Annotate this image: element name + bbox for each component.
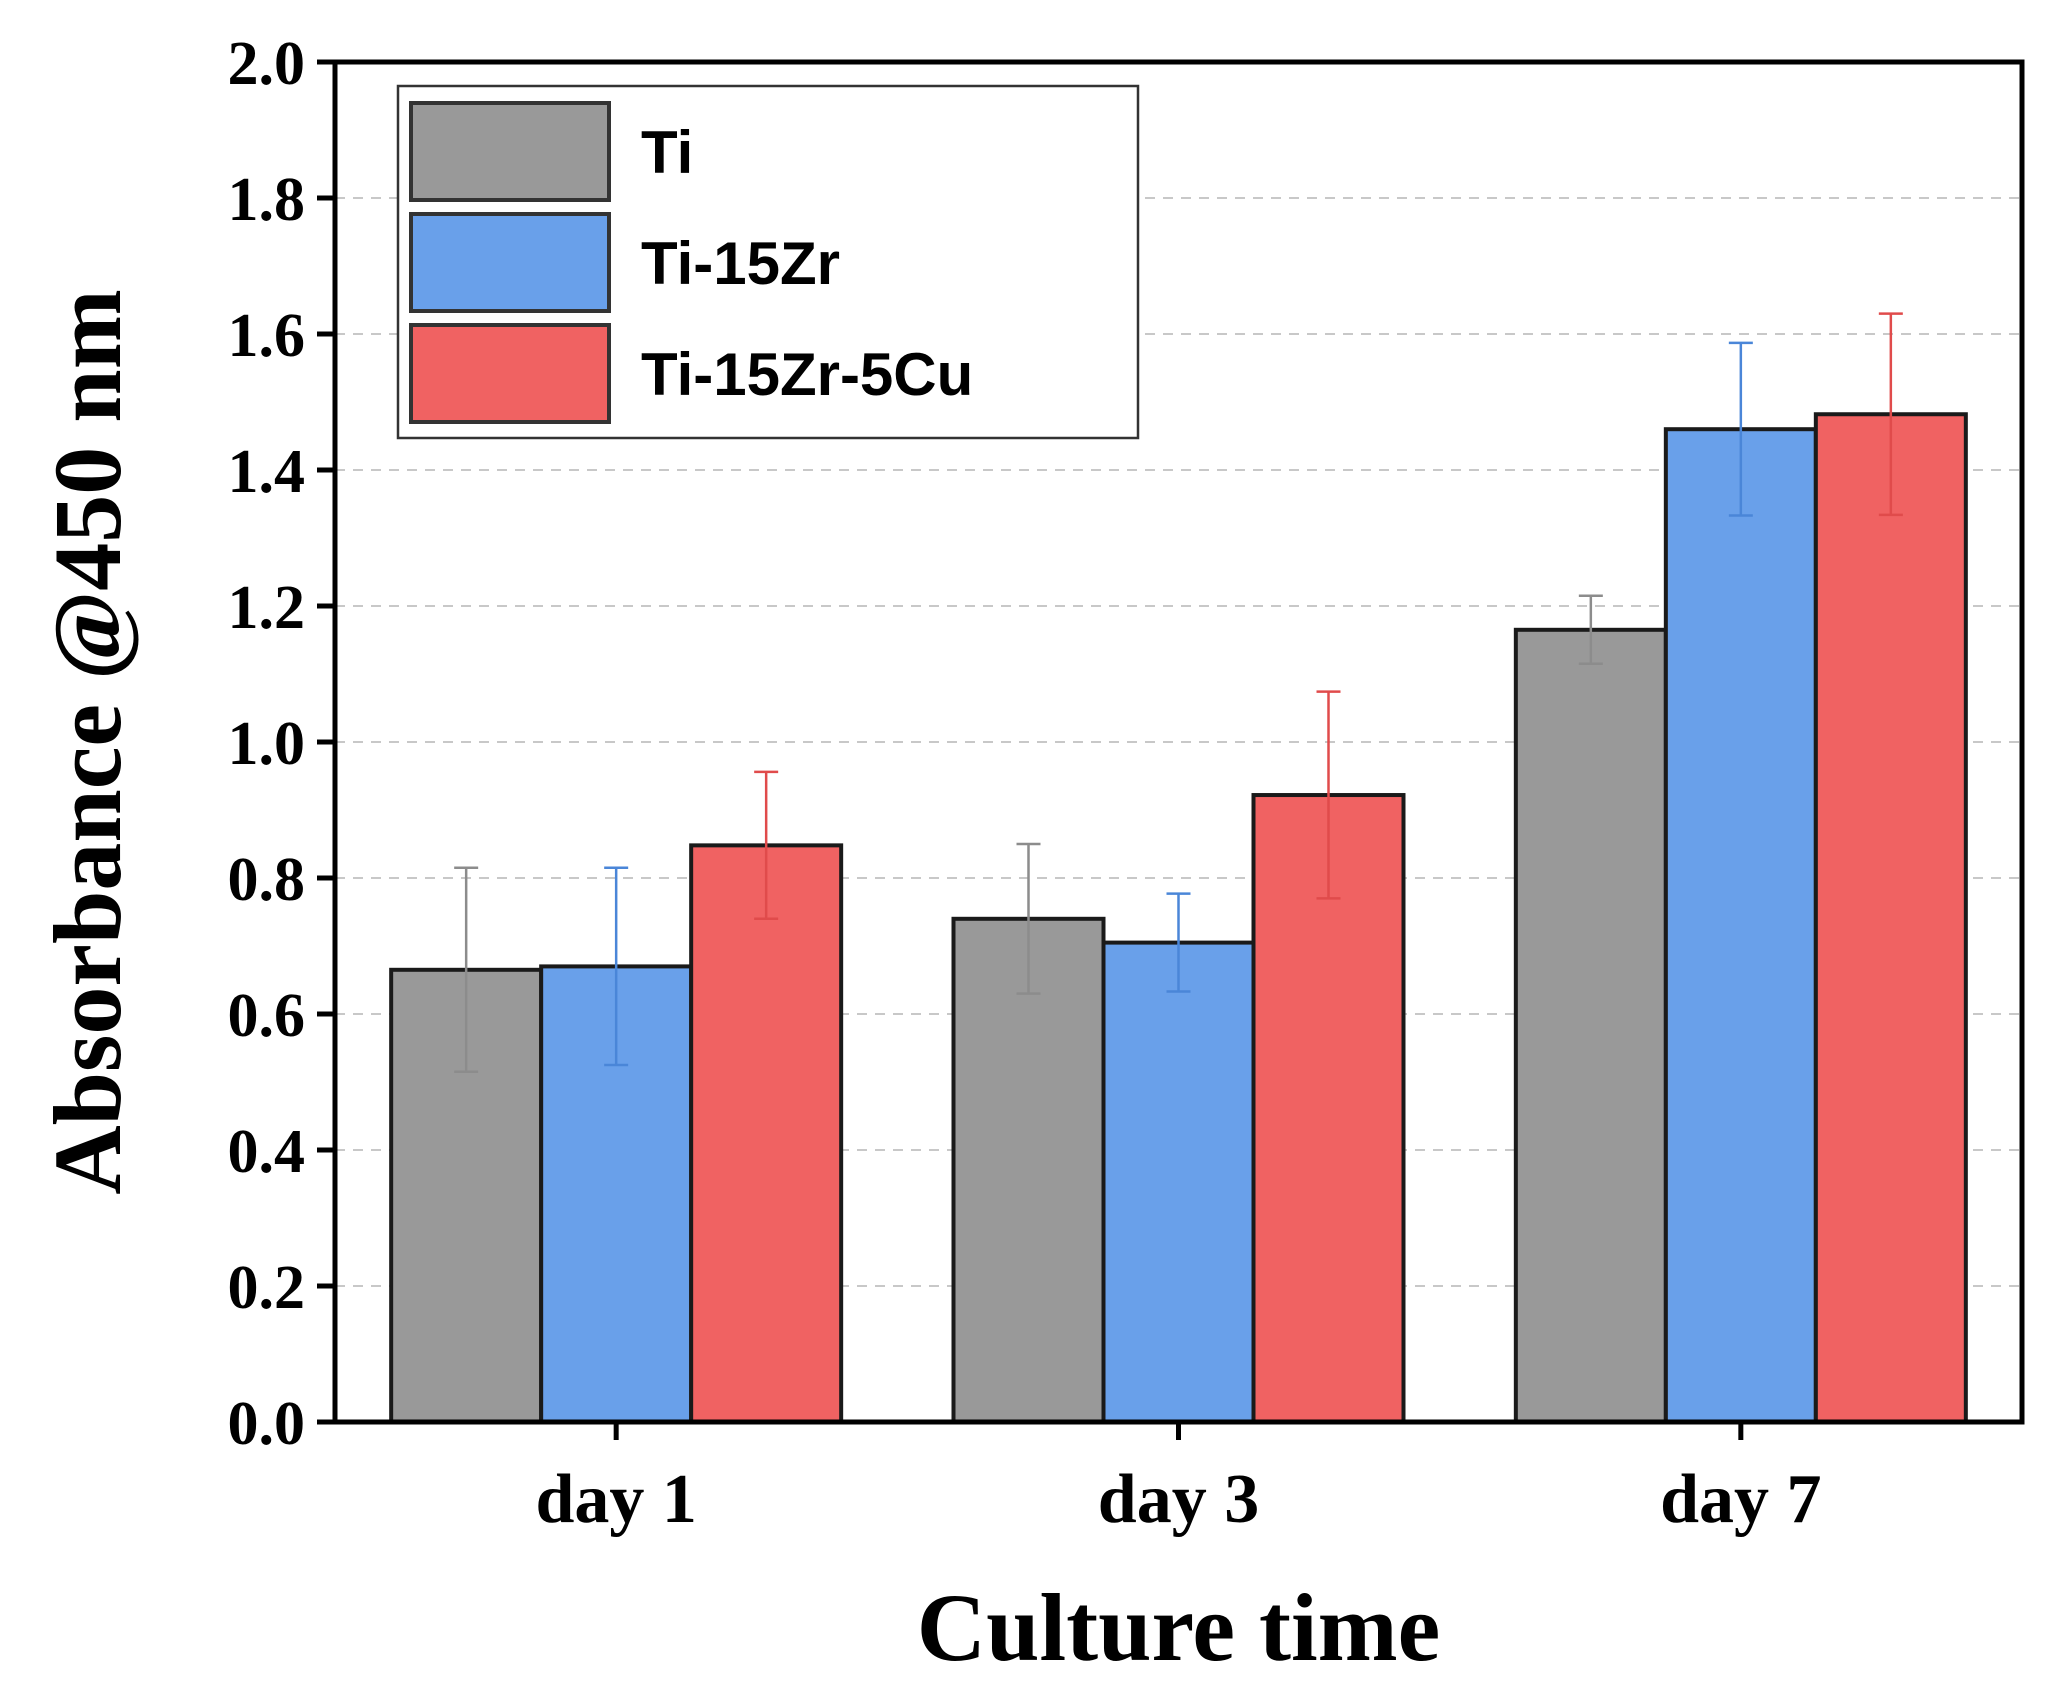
y-tick-label: 1.6 (228, 302, 306, 370)
y-tick-label: 1.8 (228, 166, 306, 234)
bar-ti-15zr-day-7 (1663, 427, 1818, 1424)
bar-ti-day-7 (1513, 627, 1668, 1424)
y-tick-label: 1.2 (228, 574, 306, 642)
x-tick-label: day 3 (1098, 1461, 1259, 1538)
y-tick-label: 0.0 (228, 1390, 306, 1458)
bar-ti-15zr-day-3 (1101, 940, 1256, 1424)
y-tick-label: 0.6 (228, 982, 306, 1050)
y-tick-label: 0.2 (228, 1254, 306, 1322)
y-tick-label: 1.0 (228, 710, 306, 778)
legend-swatch (409, 212, 611, 313)
legend-label: Ti-15Zr-5Cu (641, 341, 973, 408)
legend-swatch (409, 101, 611, 202)
legend-label: Ti-15Zr (641, 230, 840, 297)
legend: Ti Ti-15Zr Ti-15Zr-5Cu (396, 84, 1140, 440)
error-bars (454, 312, 1903, 1074)
legend-label: Ti (641, 119, 693, 186)
x-axis-title: Culture time (917, 1574, 1440, 1681)
y-tick-label: 0.4 (228, 1118, 306, 1186)
x-tick-label: day 1 (535, 1461, 696, 1538)
y-axis-ticks: 0.0 0.2 0.4 0.6 0.8 1.0 1.2 1.4 1.6 1.8 2.0 (228, 30, 335, 1458)
x-tick-label: day 7 (1660, 1461, 1821, 1538)
legend-swatch (409, 323, 611, 424)
x-axis-ticks: day 1 day 3 day 7 (535, 1422, 1822, 1538)
bars (389, 412, 1968, 1425)
y-axis-title: Absorbance @450 nm (34, 289, 141, 1194)
y-tick-label: 0.8 (228, 846, 306, 914)
bar-ti-15zr-5cu-day-1 (689, 843, 844, 1424)
bar-ti-15zr-5cu-day-7 (1813, 412, 1968, 1424)
y-tick-label: 2.0 (228, 30, 306, 98)
y-tick-label: 1.4 (228, 438, 306, 506)
